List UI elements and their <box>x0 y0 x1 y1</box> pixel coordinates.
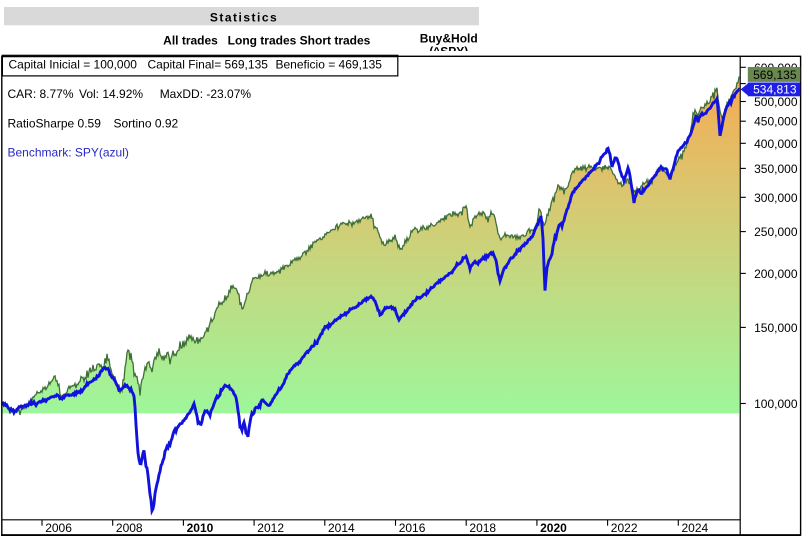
svg-text:400,000: 400,000 <box>754 137 798 151</box>
svg-text:350,000: 350,000 <box>754 162 798 176</box>
svg-text:2010: 2010 <box>187 521 214 535</box>
svg-text:Sortino 0.92: Sortino 0.92 <box>114 117 179 131</box>
svg-text:2024: 2024 <box>682 521 709 535</box>
svg-text:(^SPY): (^SPY) <box>429 44 468 58</box>
svg-text:2018: 2018 <box>469 521 496 535</box>
svg-text:Statistics: Statistics <box>210 10 278 24</box>
svg-text:Vol: 14.92%: Vol: 14.92% <box>79 87 143 101</box>
svg-text:2016: 2016 <box>399 521 426 535</box>
svg-text:RatioSharpe 0.59: RatioSharpe 0.59 <box>8 117 102 131</box>
svg-text:534,813: 534,813 <box>753 83 797 97</box>
svg-text:2014: 2014 <box>328 521 355 535</box>
svg-text:2022: 2022 <box>611 521 638 535</box>
svg-text:CAR: 8.77%: CAR: 8.77% <box>8 87 74 101</box>
svg-text:Long trades: Long trades <box>228 34 297 48</box>
svg-text:2006: 2006 <box>45 521 72 535</box>
svg-text:2012: 2012 <box>257 521 284 535</box>
svg-text:Capital Inicial = 100,000: Capital Inicial = 100,000 <box>9 57 138 71</box>
svg-text:450,000: 450,000 <box>754 115 798 129</box>
svg-text:MaxDD: -23.07%: MaxDD: -23.07% <box>160 87 252 101</box>
svg-text:Benchmark: SPY(azul): Benchmark: SPY(azul) <box>8 146 129 160</box>
svg-text:2020: 2020 <box>540 521 567 535</box>
svg-text:100,000: 100,000 <box>754 397 798 411</box>
svg-text:200,000: 200,000 <box>754 267 798 281</box>
svg-text:Capital Final= 569,135: Capital Final= 569,135 <box>148 57 269 71</box>
svg-text:Beneficio = 469,135: Beneficio = 469,135 <box>276 57 383 71</box>
svg-text:Buy&Hold: Buy&Hold <box>420 31 478 45</box>
svg-text:500,000: 500,000 <box>754 95 798 109</box>
svg-text:2008: 2008 <box>116 521 143 535</box>
svg-text:150,000: 150,000 <box>754 321 798 335</box>
svg-text:Short trades: Short trades <box>300 34 371 48</box>
svg-text:250,000: 250,000 <box>754 225 798 239</box>
svg-text:569,135: 569,135 <box>753 68 797 82</box>
svg-text:300,000: 300,000 <box>754 191 798 205</box>
svg-text:All trades: All trades <box>163 34 218 48</box>
